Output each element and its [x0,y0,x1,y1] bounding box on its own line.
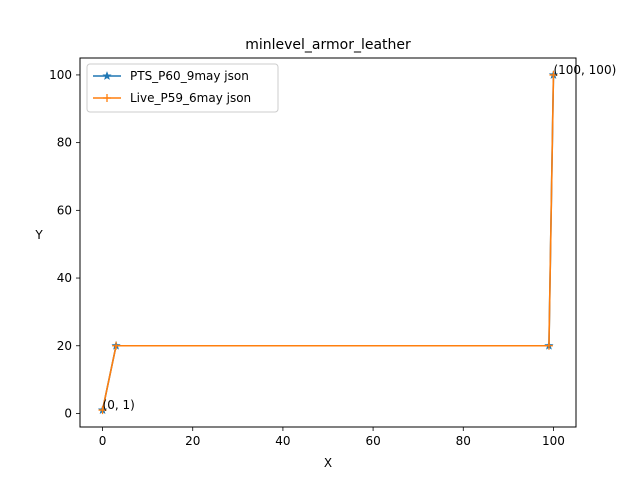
point-annotations: (0, 1) (100, 100) [103,63,617,412]
x-tick-label: 80 [456,434,471,448]
legend-box [86,63,279,113]
y-tick-label: 0 [64,406,72,420]
legend-label: Live_P59_6may json [130,91,251,105]
y-tick-label: 20 [57,339,72,353]
x-tick-label: 60 [365,434,380,448]
series-line [101,74,555,411]
point-annotation: (0, 1) [103,398,135,412]
legend: PTS_P60_9may json Live_P59_6may json [86,63,279,113]
data-point [549,70,558,79]
legend-label: PTS_P60_9may json [130,69,249,83]
point-annotation: (100, 100) [553,63,616,77]
x-tick-label: 0 [99,434,107,448]
x-tick-label: 20 [185,434,200,448]
axis-ticks: 0 20 40 60 80 100 0 20 40 60 80 100 [49,68,565,448]
x-tick-label: 100 [542,434,565,448]
legend-marker [103,94,111,102]
legend-marker [102,71,112,80]
data-point [112,341,121,350]
data-point [98,406,107,415]
x-tick-label: 40 [275,434,290,448]
y-axis-label: Y [34,228,43,242]
data-point [544,341,553,350]
series-2 [98,70,558,415]
chart-title: minlevel_armor_leather [245,37,411,53]
plot-area [97,70,559,415]
y-tick-label: 100 [49,68,72,82]
axes-frame [79,57,577,428]
y-tick-label: 40 [57,271,72,285]
y-tick-label: 80 [57,136,72,150]
x-axis-label: X [324,456,332,470]
y-tick-label: 60 [57,203,72,217]
